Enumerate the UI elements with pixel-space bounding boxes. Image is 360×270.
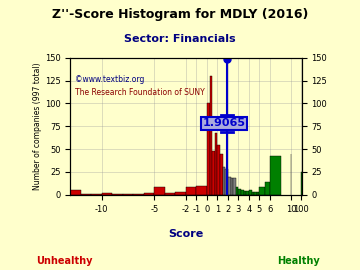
Bar [210, 76, 212, 195]
Text: Unhealthy: Unhealthy [37, 256, 93, 266]
Y-axis label: Number of companies (997 total): Number of companies (997 total) [33, 62, 42, 190]
Bar [225, 169, 228, 195]
Bar [230, 178, 233, 195]
Bar [102, 193, 112, 195]
Text: 1.9065: 1.9065 [203, 119, 246, 129]
Bar [223, 167, 225, 195]
Bar [260, 187, 265, 195]
Bar [217, 144, 220, 195]
Bar [212, 151, 215, 195]
Bar [228, 177, 230, 195]
Bar [246, 191, 249, 195]
Bar [154, 187, 165, 195]
Bar [215, 133, 217, 195]
Bar [186, 187, 197, 195]
Bar [123, 194, 133, 195]
Bar [220, 154, 223, 195]
Text: Sector: Financials: Sector: Financials [124, 34, 236, 44]
Bar [91, 194, 102, 195]
Bar [144, 193, 154, 195]
Bar [257, 192, 260, 195]
Bar [81, 194, 91, 195]
Bar [133, 194, 144, 195]
Bar [270, 156, 280, 195]
Text: Z''-Score Histogram for MDLY (2016): Z''-Score Histogram for MDLY (2016) [52, 8, 308, 21]
Bar [236, 187, 238, 195]
Bar [244, 191, 246, 195]
Bar [252, 192, 254, 195]
Bar [254, 192, 257, 195]
Bar [197, 186, 207, 195]
Bar [165, 193, 175, 195]
Text: The Research Foundation of SUNY: The Research Foundation of SUNY [75, 88, 204, 97]
Bar [265, 182, 270, 195]
Text: ©www.textbiz.org: ©www.textbiz.org [75, 76, 144, 85]
Bar [70, 190, 81, 195]
Bar [249, 190, 252, 195]
Bar [112, 194, 123, 195]
Bar [233, 178, 236, 195]
Bar [207, 103, 210, 195]
Bar [238, 189, 241, 195]
X-axis label: Score: Score [168, 229, 203, 239]
Bar [241, 190, 244, 195]
Bar [175, 192, 186, 195]
Text: Healthy: Healthy [278, 256, 320, 266]
